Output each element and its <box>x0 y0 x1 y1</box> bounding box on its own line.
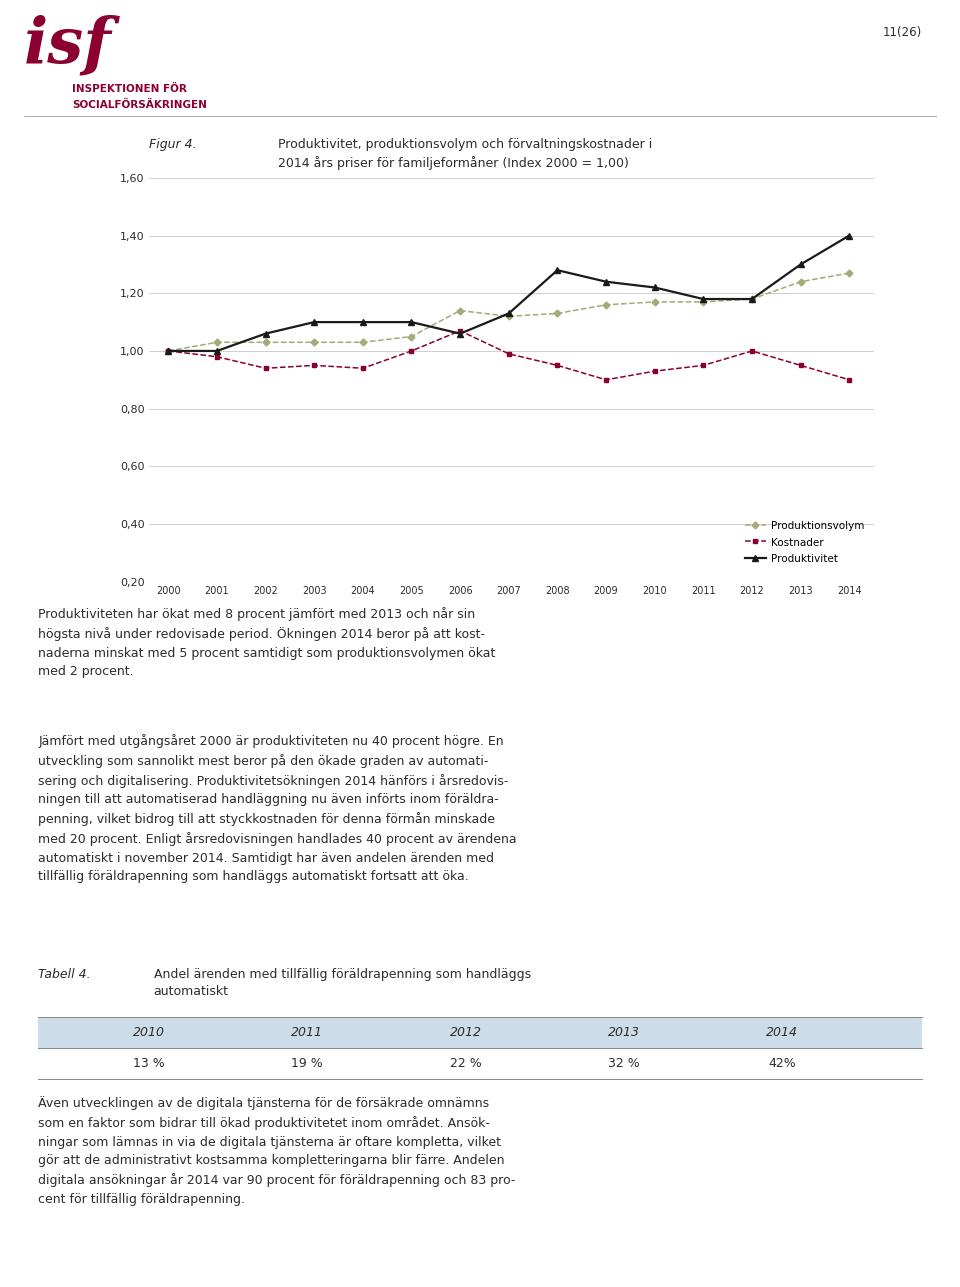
Produktivitet <box>454 326 466 341</box>
Produktionsvolym <box>503 309 515 324</box>
Text: 13 %: 13 % <box>132 1057 165 1069</box>
Produktivitet <box>308 314 320 329</box>
Kostnader <box>357 360 369 376</box>
Text: 2011: 2011 <box>291 1026 324 1039</box>
Produktivitet <box>552 263 564 278</box>
Produktivitet <box>406 314 418 329</box>
Kostnader <box>406 344 418 359</box>
Kostnader <box>600 372 612 387</box>
Produktionsvolym <box>454 302 466 318</box>
Text: 2014: 2014 <box>766 1026 799 1039</box>
Kostnader <box>795 358 806 373</box>
Produktionsvolym <box>552 306 564 322</box>
Kostnader <box>649 363 660 378</box>
Text: Produktiviteten har ökat med 8 procent jämfört med 2013 och når sin
högsta nivå : Produktiviteten har ökat med 8 procent j… <box>38 607 495 678</box>
Text: SOCIALFÖRSÄKRINGEN: SOCIALFÖRSÄKRINGEN <box>72 100 206 111</box>
Line: Produktivitet: Produktivitet <box>165 232 852 354</box>
Produktivitet <box>503 306 515 322</box>
Produktionsvolym <box>211 335 223 350</box>
Text: 42%: 42% <box>769 1057 796 1069</box>
Text: 19 %: 19 % <box>291 1057 324 1069</box>
Produktionsvolym <box>260 335 272 350</box>
Legend: Produktionsvolym, Kostnader, Produktivitet: Produktionsvolym, Kostnader, Produktivit… <box>741 516 869 568</box>
Produktivitet <box>162 344 174 359</box>
Text: 11(26): 11(26) <box>882 26 922 39</box>
Text: Produktivitet, produktionsvolym och förvaltningskostnader i
2014 års priser för : Produktivitet, produktionsvolym och förv… <box>278 138 653 170</box>
Produktivitet <box>746 291 757 306</box>
Produktionsvolym <box>649 295 660 310</box>
Text: isf: isf <box>24 14 111 76</box>
Produktivitet <box>698 291 709 306</box>
Kostnader <box>698 358 709 373</box>
Produktionsvolym <box>162 344 174 359</box>
Text: 22 %: 22 % <box>449 1057 482 1069</box>
Produktionsvolym <box>308 335 320 350</box>
Kostnader <box>454 323 466 338</box>
Produktivitet <box>211 344 223 359</box>
Kostnader <box>260 360 272 376</box>
Produktionsvolym <box>844 265 855 281</box>
Produktionsvolym <box>600 297 612 313</box>
Text: Figur 4.: Figur 4. <box>149 138 197 151</box>
Kostnader <box>162 344 174 359</box>
Text: 2010: 2010 <box>132 1026 165 1039</box>
Text: Även utvecklingen av de digitala tjänsterna för de försäkrade omnämns
som en fak: Även utvecklingen av de digitala tjänste… <box>38 1097 516 1206</box>
Text: INSPEKTIONEN FÖR: INSPEKTIONEN FÖR <box>72 84 187 94</box>
Produktionsvolym <box>357 335 369 350</box>
Text: 2012: 2012 <box>449 1026 482 1039</box>
Produktivitet <box>649 279 660 295</box>
Produktivitet <box>795 256 806 272</box>
Text: Tabell 4.: Tabell 4. <box>38 968 91 981</box>
Kostnader <box>844 372 855 387</box>
Produktionsvolym <box>746 291 757 306</box>
Produktivitet <box>260 326 272 341</box>
Line: Produktionsvolym: Produktionsvolym <box>166 270 852 354</box>
Text: 2013: 2013 <box>608 1026 640 1039</box>
Produktionsvolym <box>698 295 709 310</box>
Produktivitet <box>600 274 612 290</box>
Kostnader <box>503 346 515 362</box>
Text: 32 %: 32 % <box>608 1057 640 1069</box>
Line: Kostnader: Kostnader <box>166 328 852 382</box>
Produktivitet <box>844 228 855 243</box>
Text: Andel ärenden med tillfällig föräldrapenning som handläggs
automatiskt: Andel ärenden med tillfällig föräldrapen… <box>154 968 531 999</box>
Text: Jämfört med utgångsåret 2000 är produktiviteten nu 40 procent högre. En
utveckli: Jämfört med utgångsåret 2000 är produkti… <box>38 734 517 883</box>
Produktionsvolym <box>406 328 418 344</box>
Produktivitet <box>357 314 369 329</box>
Produktionsvolym <box>795 274 806 290</box>
Kostnader <box>308 358 320 373</box>
Kostnader <box>552 358 564 373</box>
Kostnader <box>746 344 757 359</box>
Kostnader <box>211 349 223 364</box>
